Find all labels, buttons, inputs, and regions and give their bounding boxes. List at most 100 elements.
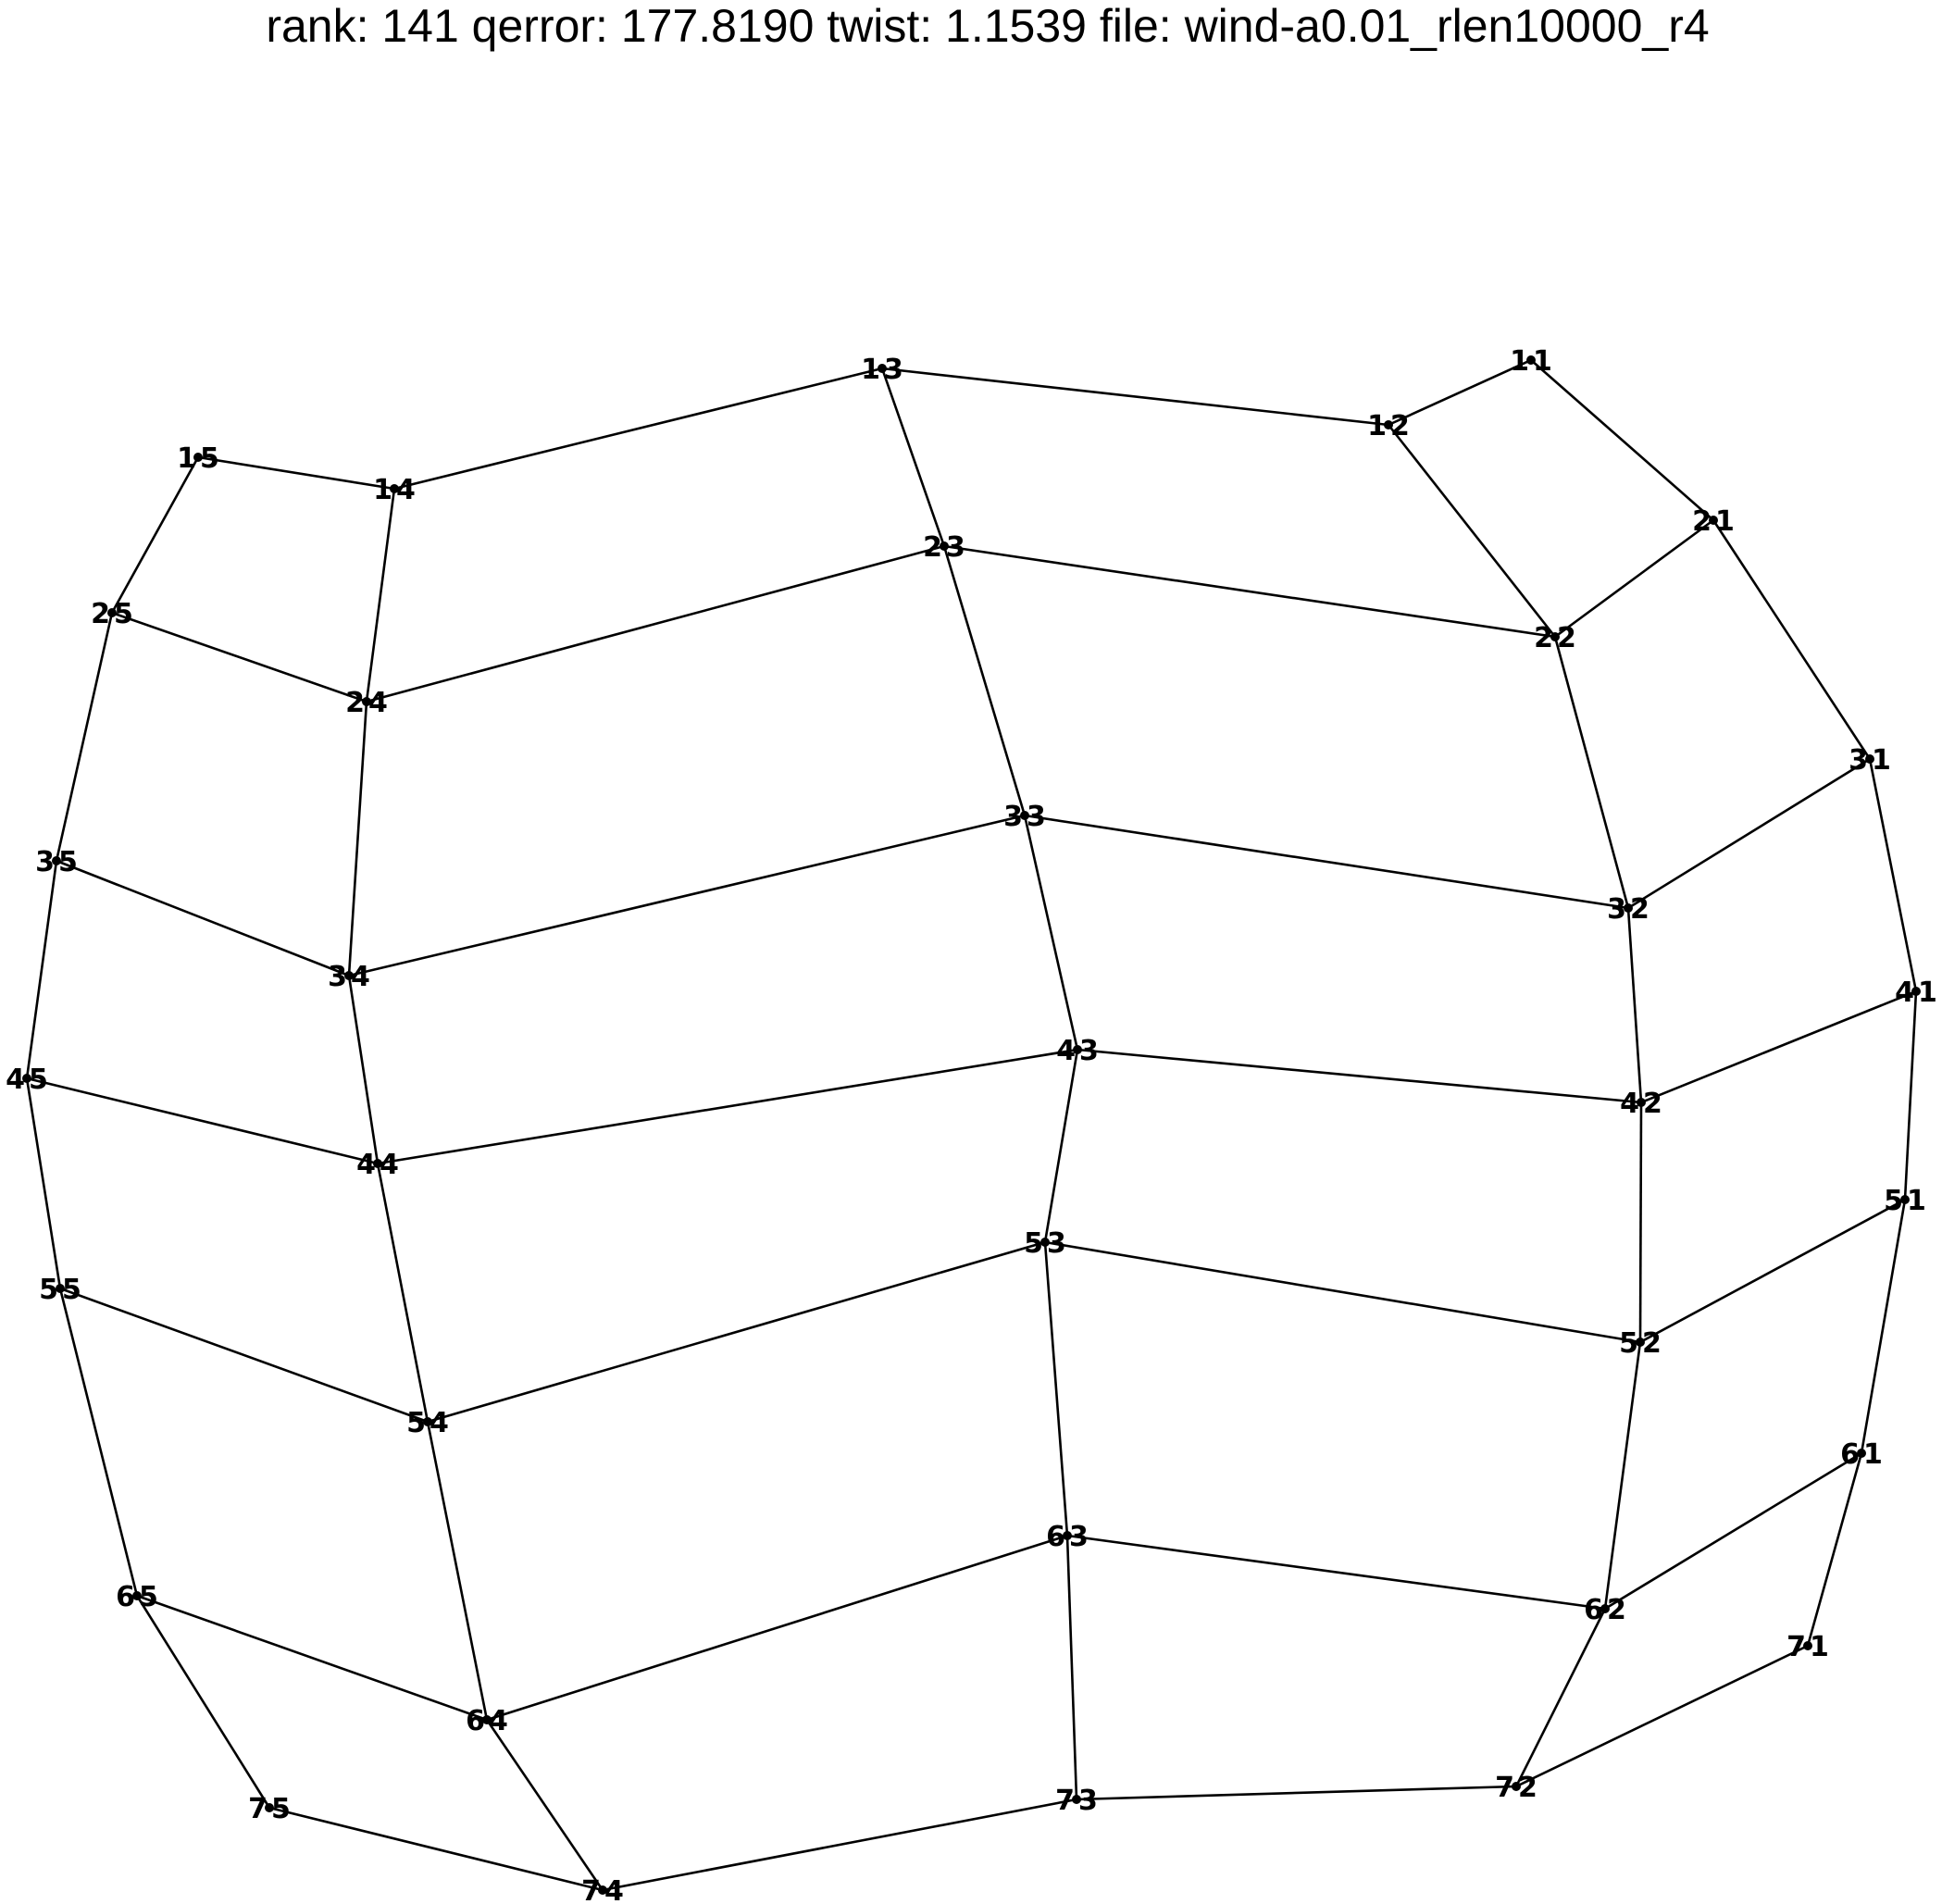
node-row-label: 5 [1884,1185,1903,1217]
node-dot [1512,1782,1521,1791]
node-col-label: 1 [1907,1185,1926,1217]
edge-1-4-to-1-5 [197,455,395,491]
node-row-label: 1 [861,354,880,386]
edge-3-1-to-4-1 [1868,758,1918,992]
node-dot [107,608,117,617]
edge-4-4-to-4-5 [26,1076,379,1165]
edge-2-3-to-3-3 [942,545,1027,816]
node-row-label: 1 [1367,410,1387,442]
edge-1-5-to-2-5 [110,456,200,614]
node-row-label: 4 [1895,977,1914,1009]
node-row-label: 7 [1055,1785,1075,1817]
node-dot [1865,754,1874,764]
edges-layer [25,358,1918,1892]
node-row-label: 4 [356,1149,376,1181]
node-dot [1709,516,1718,525]
node-col-label: 2 [1518,1772,1537,1804]
edge-4-4-to-5-4 [376,1163,429,1423]
edge-2-4-to-3-4 [347,701,368,977]
edge-1-1-to-2-1 [1530,359,1714,521]
node-dot [1857,1449,1866,1458]
node-dot [390,484,399,493]
node-col-label: 3 [1069,1521,1089,1553]
edge-4-5-to-5-5 [25,1077,62,1289]
node-dot [598,1885,607,1895]
edge-4-1-to-5-1 [1903,990,1918,1201]
edge-4-1-to-4-2 [1640,989,1917,1104]
node-col-label: 4 [351,961,370,993]
node-row-label: 6 [1840,1438,1860,1471]
edge-6-2-to-6-3 [1066,1534,1606,1611]
node-dot [193,453,203,462]
node-row-label: 7 [1495,1772,1514,1804]
node-dot [52,856,61,865]
node-col-label: 4 [489,1705,508,1737]
node-col-label: 4 [368,687,388,719]
node-col-label: 4 [429,1407,449,1439]
node-row-label: 7 [581,1875,601,1904]
edge-2-5-to-3-5 [55,612,114,862]
edge-1-2-to-2-2 [1387,424,1557,638]
diagram-title: rank: 141 qerror: 177.8190 twist: 1.1539… [266,0,1709,52]
edge-3-3-to-3-4 [348,814,1026,977]
edge-6-4-to-7-4 [485,1719,604,1891]
node-col-label: 2 [1642,1327,1662,1360]
node-col-label: 2 [1643,1088,1662,1120]
node-col-label: 3 [1027,801,1046,833]
node-dot [1550,632,1560,641]
node-row-label: 5 [1619,1327,1638,1360]
node-row-label: 5 [39,1274,58,1306]
node-dot [1624,903,1633,913]
node-col-label: 1 [1872,744,1891,777]
node-row-label: 2 [1692,505,1712,538]
node-dot [423,1417,432,1426]
edge-2-2-to-2-3 [943,544,1556,639]
edge-3-2-to-4-2 [1626,907,1643,1103]
node-dot [878,364,887,373]
node-row-label: 5 [406,1407,426,1439]
edge-6-4-to-6-5 [136,1594,488,1722]
node-dot [1040,1238,1050,1247]
node-row-label: 2 [1534,622,1553,654]
node-col-label: 1 [1810,1631,1829,1663]
edge-2-1-to-3-1 [1712,519,1872,760]
node-row-label: 4 [6,1064,25,1096]
node-col-label: 5 [271,1793,291,1825]
edge-5-3-to-5-4 [427,1240,1046,1424]
node-col-label: 5 [200,442,219,475]
edge-3-2-to-3-3 [1024,814,1629,910]
node-col-label: 1 [1533,345,1552,378]
edge-7-4-to-7-5 [268,1806,604,1892]
node-col-label: 2 [1630,893,1649,926]
edge-5-4-to-5-5 [59,1287,429,1424]
edge-3-4-to-3-5 [56,859,350,977]
node-row-label: 5 [1024,1227,1043,1260]
edge-7-1-to-7-2 [1515,1644,1809,1788]
node-col-label: 2 [1557,622,1576,654]
node-col-label: 5 [62,1274,81,1306]
node-col-label: 3 [1047,1227,1066,1260]
node-row-label: 7 [248,1793,268,1825]
edge-2-1-to-2-2 [1554,518,1714,639]
node-row-label: 3 [328,961,347,993]
node-dot [1072,1795,1081,1804]
edge-6-2-to-7-2 [1514,1608,1607,1787]
